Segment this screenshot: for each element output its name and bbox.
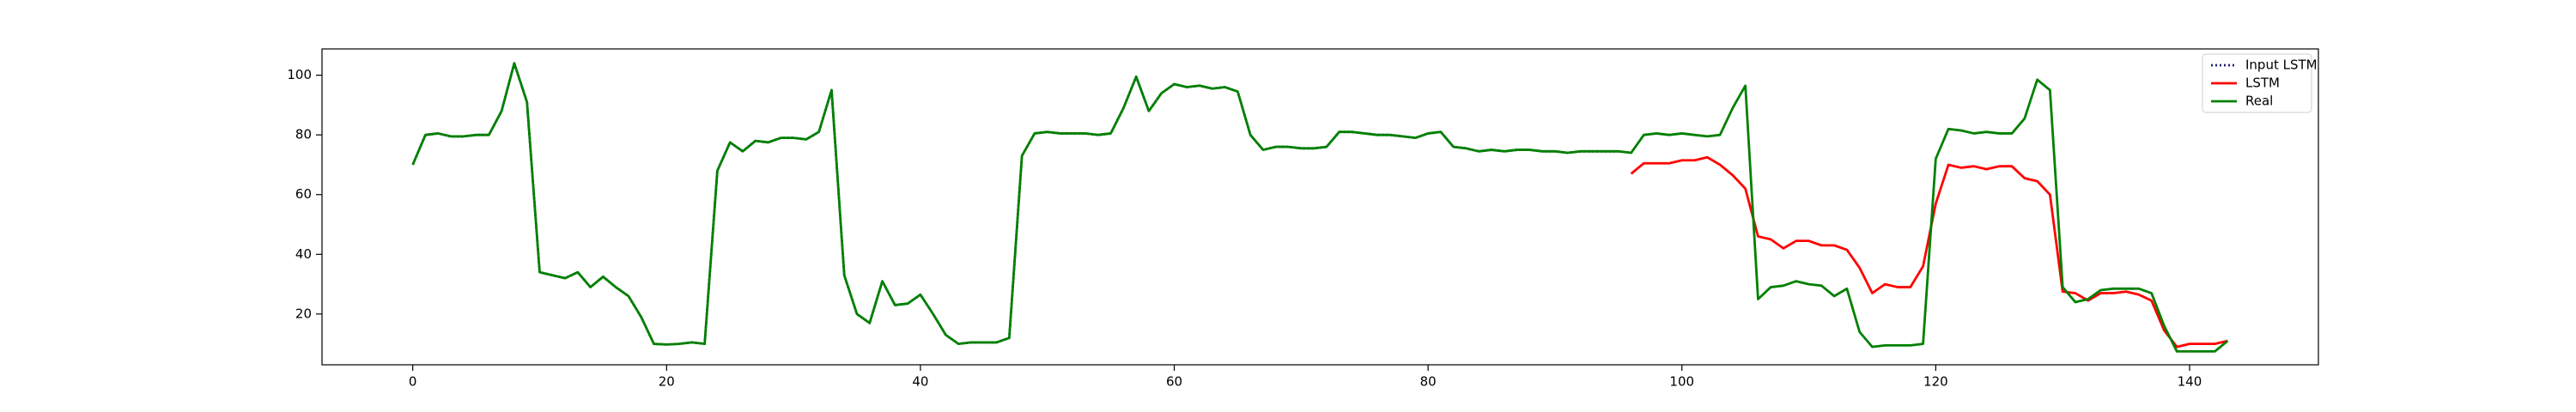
y-tick-label: 20 bbox=[295, 306, 312, 321]
legend-label: LSTM bbox=[2245, 76, 2280, 91]
legend-label: Input LSTM bbox=[2245, 58, 2318, 73]
x-tick-label: 100 bbox=[1669, 374, 1694, 390]
legend-label: Real bbox=[2245, 94, 2273, 109]
legend-box bbox=[2202, 53, 2312, 113]
series-line bbox=[411, 62, 2229, 353]
plot-frame bbox=[321, 48, 2319, 366]
x-tick-label: 80 bbox=[1420, 374, 1437, 390]
x-tick-label: 60 bbox=[1166, 374, 1182, 390]
x-tick-label: 40 bbox=[912, 374, 928, 390]
y-tick-label: 80 bbox=[295, 127, 312, 142]
y-tick-label: 100 bbox=[287, 67, 312, 82]
x-tick-label: 20 bbox=[659, 374, 675, 390]
x-tick-label: 140 bbox=[2178, 374, 2202, 390]
x-tick-label: 0 bbox=[409, 374, 417, 390]
x-tick-label: 120 bbox=[1923, 374, 1948, 390]
y-tick-label: 40 bbox=[295, 246, 312, 262]
y-tick-label: 60 bbox=[295, 186, 312, 202]
